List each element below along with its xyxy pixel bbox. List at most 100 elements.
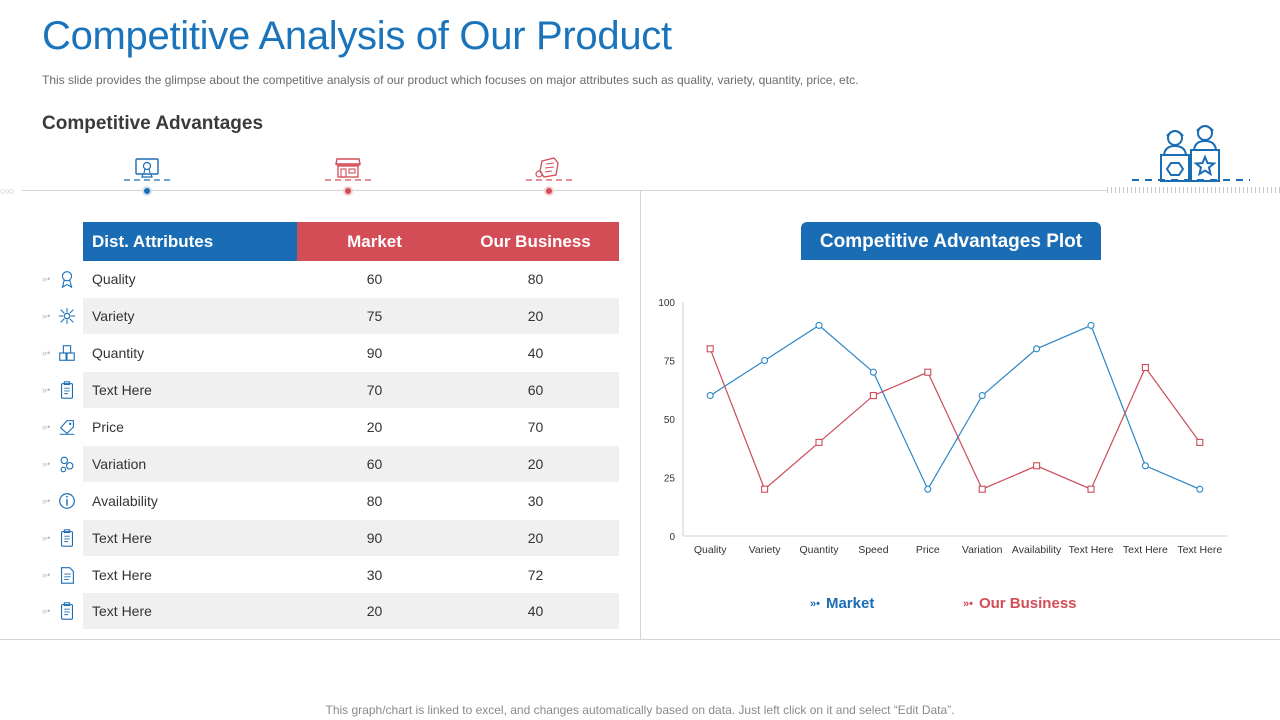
row-market-value: 30 [366,567,383,583]
boxes-icon [59,345,75,361]
row-attribute: Availability [92,493,158,509]
table-header-attributes: Dist. Attributes [83,222,297,261]
row-chevron-marker: »• [42,570,51,580]
page-title: Competitive Analysis of Our Product [42,14,672,58]
product-tag-icon [526,157,572,196]
data-point-market [924,485,932,493]
row-attribute: Text Here [92,567,152,583]
series-line-our-business [709,348,1201,491]
y-tick-label: 50 [664,415,676,426]
data-point-our-business [1087,485,1095,493]
table-row: Variation 60 20 [83,446,619,482]
data-point-market [1196,485,1204,493]
legend-our-business: »• Our Business [963,595,1077,612]
data-point-our-business [761,485,769,493]
data-point-our-business [869,392,877,400]
x-tick-label: Speed [858,544,889,556]
row-our-business-value: 72 [527,567,544,583]
bottom-divider [0,639,1280,640]
row-our-business-value: 40 [527,603,544,619]
x-tick-label: Quantity [799,544,839,556]
table-row: Variety 75 20 [83,298,619,334]
data-point-market [1141,462,1149,470]
data-point-market [1087,321,1095,329]
table-row: Price 20 70 [83,409,619,445]
table-row: Text Here 70 60 [83,372,619,408]
row-market-value: 90 [366,345,383,361]
row-chevron-marker: »• [42,533,51,543]
row-attribute: Variation [92,456,147,472]
row-chevron-marker: »• [42,385,51,395]
x-tick-label: Quality [694,544,727,556]
row-market-value: 60 [366,456,383,472]
x-tick-label: Variety [749,544,782,556]
data-point-market [706,392,714,400]
clipboard-icon [61,381,73,399]
row-market-value: 70 [366,382,383,398]
y-tick-label: 0 [669,532,675,543]
info-icon [59,493,75,509]
row-chevron-marker: »• [42,274,51,284]
clipboard-icon [61,529,73,547]
row-attribute: Price [92,419,124,435]
storefront-icon [325,158,371,196]
row-our-business-value: 20 [527,308,544,324]
y-tick-label: 25 [664,474,676,485]
row-our-business-value: 80 [527,271,544,287]
row-market-value: 75 [366,308,383,324]
row-our-business-value: 40 [527,345,544,361]
table-header-values: Market Our Business [297,222,619,261]
data-point-market [978,392,986,400]
footnote: This graph/chart is linked to excel, and… [325,703,955,717]
vertical-divider [640,191,641,639]
x-tick-label: Price [916,544,940,556]
legend-our-business-label: Our Business [978,595,1077,612]
row-our-business-value: 20 [527,456,544,472]
x-tick-label: Availability [1012,544,1062,556]
series-line-market [709,324,1201,491]
data-point-our-business [1033,462,1041,470]
legend-market: »• Market [810,595,874,612]
row-attribute: Text Here [92,530,152,546]
row-our-business-value: 30 [527,493,544,509]
row-chevron-marker: »• [42,459,51,469]
data-point-market [1033,345,1041,353]
x-tick-label: Text Here [1069,544,1114,556]
data-point-our-business [1141,363,1149,372]
data-point-market [869,368,877,376]
people-at-desks-icon [1132,125,1250,182]
row-chevron-marker: »• [42,311,51,321]
data-point-our-business [1196,438,1204,446]
y-tick-label: 100 [658,298,675,309]
row-market-value: 20 [366,603,383,619]
data-point-our-business [978,485,986,493]
data-point-market [761,356,769,365]
row-attribute: Quality [92,271,136,287]
row-attribute: Quantity [92,345,145,361]
top-divider [22,190,1107,191]
line-chart: 0 25 50 75 100 Quality Variety Quantity Speed Pri… [658,298,1227,556]
monitor-award-icon [124,158,170,196]
tick-ruler-decoration [1107,187,1280,193]
legend-market-marker: »• [810,597,820,610]
clipboard-icon [61,602,73,620]
row-our-business-value: 60 [527,382,544,398]
row-attribute: Text Here [92,382,152,398]
table-header-market: Market [347,231,402,251]
page-subtitle: This slide provides the glimpse about th… [42,73,859,87]
x-tick-label: Text Here [1123,544,1168,556]
table-row: Text Here 90 20 [83,520,619,556]
table-row: Quantity 90 40 [83,335,619,371]
data-point-our-business [815,438,823,446]
variation-icon [60,456,74,473]
row-market-value: 20 [366,419,383,435]
left-dots-decoration: ○○○ [0,186,14,196]
chart-title: Competitive Advantages Plot [801,222,1101,260]
row-attribute: Variety [92,308,135,324]
row-our-business-value: 70 [527,419,544,435]
row-chevron-marker: »• [42,496,51,506]
row-market-value: 60 [366,271,383,287]
price-tag-icon [59,420,75,435]
row-market-value: 80 [366,493,383,509]
row-chevron-marker: »• [42,422,51,432]
